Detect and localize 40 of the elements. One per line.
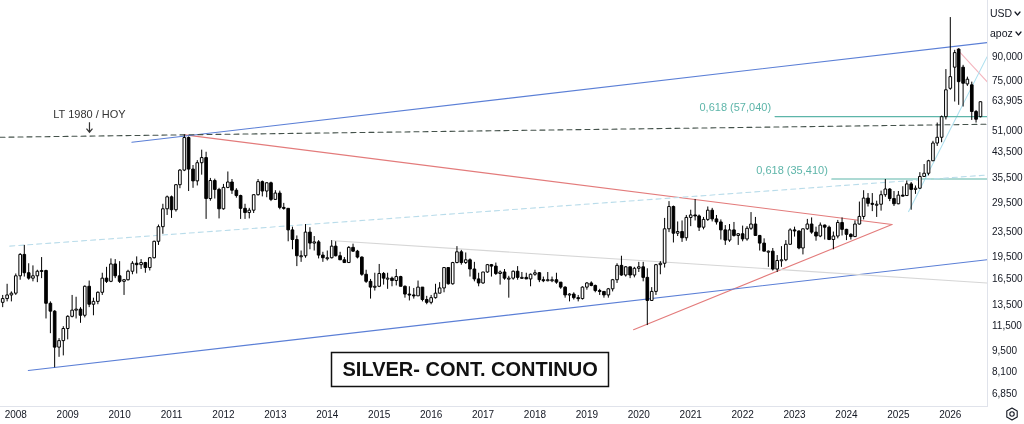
annotation: 0,618 (57,040)	[699, 101, 772, 114]
annotation: 0,618 (35,410)	[756, 163, 828, 176]
x-tick-label: 2014	[316, 408, 339, 420]
y-axis-title: USD	[990, 6, 1013, 21]
x-tick-label: 2019	[575, 408, 599, 420]
x-tick-label: 2017	[471, 408, 495, 420]
y-tick-label: 6,850	[992, 387, 1018, 399]
y-tick-label: 43,500	[992, 145, 1024, 157]
text: SILVER- CONT. CONTINUO	[342, 358, 598, 381]
x-tick-label: 2020	[627, 408, 651, 420]
y-tick-label: 90,000	[992, 50, 1024, 62]
x-tick-label: 2022	[731, 408, 755, 420]
y-tick-label: 9,500	[992, 344, 1018, 356]
y-tick-label: 19,500	[992, 250, 1024, 262]
x-tick-label: 2011	[160, 408, 183, 420]
y-tick-label: 16,500	[992, 272, 1024, 284]
x-tick-label: 2009	[56, 408, 80, 420]
text: apoz	[990, 26, 1013, 41]
x-tick-label: 2024	[835, 408, 859, 420]
x-tick-label: 2018	[523, 408, 547, 420]
x-tick-label: 2015	[368, 408, 391, 420]
y-tick-label: 29,500	[992, 196, 1024, 208]
y-tick-label: 11,500	[992, 319, 1023, 331]
y-tick-label: 23,500	[992, 226, 1024, 238]
y-tick-label: 51,000	[992, 124, 1024, 136]
x-tick-label: 2021	[679, 408, 703, 420]
y-tick-label: 13,500	[992, 298, 1024, 310]
x-tick-label: 2026	[939, 408, 962, 420]
y-tick-label: 63,905	[992, 95, 1024, 107]
x-tick-label: 2023	[783, 408, 807, 420]
annotation: LT 1980 / HOY	[53, 108, 127, 121]
x-tick-label: 2008	[4, 408, 28, 420]
x-tick-label: 2016	[420, 408, 443, 420]
x-tick-label: 2012	[212, 408, 236, 420]
y-tick-label: 8,100	[992, 365, 1018, 377]
x-tick-label: 2010	[108, 408, 132, 420]
y-tick-label: 35,500	[992, 172, 1024, 184]
x-tick-label: 2013	[264, 408, 287, 420]
y-tick-label: 75,000	[992, 74, 1024, 86]
x-tick-label: 2025	[887, 408, 910, 420]
